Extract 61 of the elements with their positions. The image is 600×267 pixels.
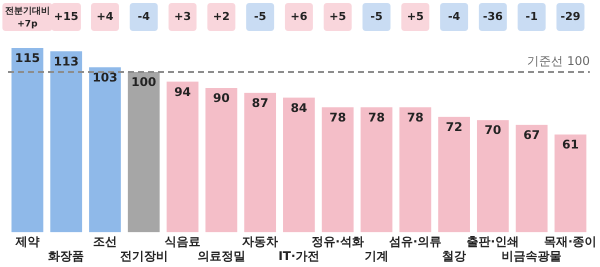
x-tick-label: 의료정밀 <box>197 248 246 263</box>
bar <box>128 72 160 232</box>
bar <box>516 124 548 232</box>
bar <box>11 48 44 232</box>
text: -5 <box>254 10 266 23</box>
data-label: 90 <box>212 91 230 106</box>
bar <box>205 88 238 232</box>
x-tick-label: 출판·인쇄 <box>466 234 520 249</box>
text: -1 <box>526 10 538 23</box>
x-tick-label: 기계 <box>364 248 389 263</box>
data-label: 87 <box>252 96 268 110</box>
bar <box>438 116 470 232</box>
data-label: 61 <box>562 138 579 152</box>
text: -29 <box>560 10 580 23</box>
x-tick-label: 자동차 <box>242 234 278 249</box>
data-label: 115 <box>14 51 40 66</box>
text: 전분기대비 +7p <box>4 6 50 30</box>
bar <box>166 82 198 232</box>
text: +3 <box>174 10 191 23</box>
data-label: 84 <box>290 100 308 115</box>
bar <box>89 67 121 232</box>
text: +5 <box>406 10 424 23</box>
x-tick-label: 철강 <box>442 248 466 263</box>
data-label: 78 <box>329 110 346 124</box>
x-tick-label: 비금속광물 <box>502 248 562 263</box>
data-label: 103 <box>92 70 118 84</box>
bar <box>244 92 276 232</box>
ref-line-label: 기준선 100 <box>527 54 590 68</box>
x-tick-label: 전기장비 <box>120 248 168 263</box>
x-tick-label: 식음료 <box>164 234 201 249</box>
bar <box>360 107 392 232</box>
bar <box>283 98 315 232</box>
text: -36 <box>482 10 504 23</box>
data-label: 94 <box>174 84 191 99</box>
data-label: 67 <box>523 128 540 142</box>
x-tick-label: 화장품 <box>48 248 84 263</box>
bar <box>554 134 586 232</box>
data-label: 72 <box>446 120 462 134</box>
data-label: 113 <box>54 54 79 68</box>
text: -5 <box>370 10 383 23</box>
text: -4 <box>448 10 461 23</box>
bar <box>399 107 432 232</box>
data-label: 100 <box>131 75 156 90</box>
x-tick-label: 목재·종이 <box>544 234 597 249</box>
text: +2 <box>212 10 230 23</box>
data-label: 78 <box>368 110 385 124</box>
text: +4 <box>96 10 114 23</box>
bar <box>322 107 354 232</box>
bar <box>50 51 82 232</box>
text: +5 <box>329 10 346 23</box>
x-tick-label: 제약 <box>14 234 40 249</box>
data-label: 70 <box>484 123 502 138</box>
text: +6 <box>290 10 308 23</box>
x-tick-label: 조선 <box>92 234 117 249</box>
text: -4 <box>138 10 150 23</box>
bar <box>476 120 509 232</box>
data-label: 78 <box>406 110 424 124</box>
x-tick-label: 정유·석화 <box>311 234 364 249</box>
x-tick-label: 섬유·의류 <box>389 234 442 249</box>
x-tick-label: IT·가전 <box>278 248 320 263</box>
text: +15 <box>54 10 78 23</box>
